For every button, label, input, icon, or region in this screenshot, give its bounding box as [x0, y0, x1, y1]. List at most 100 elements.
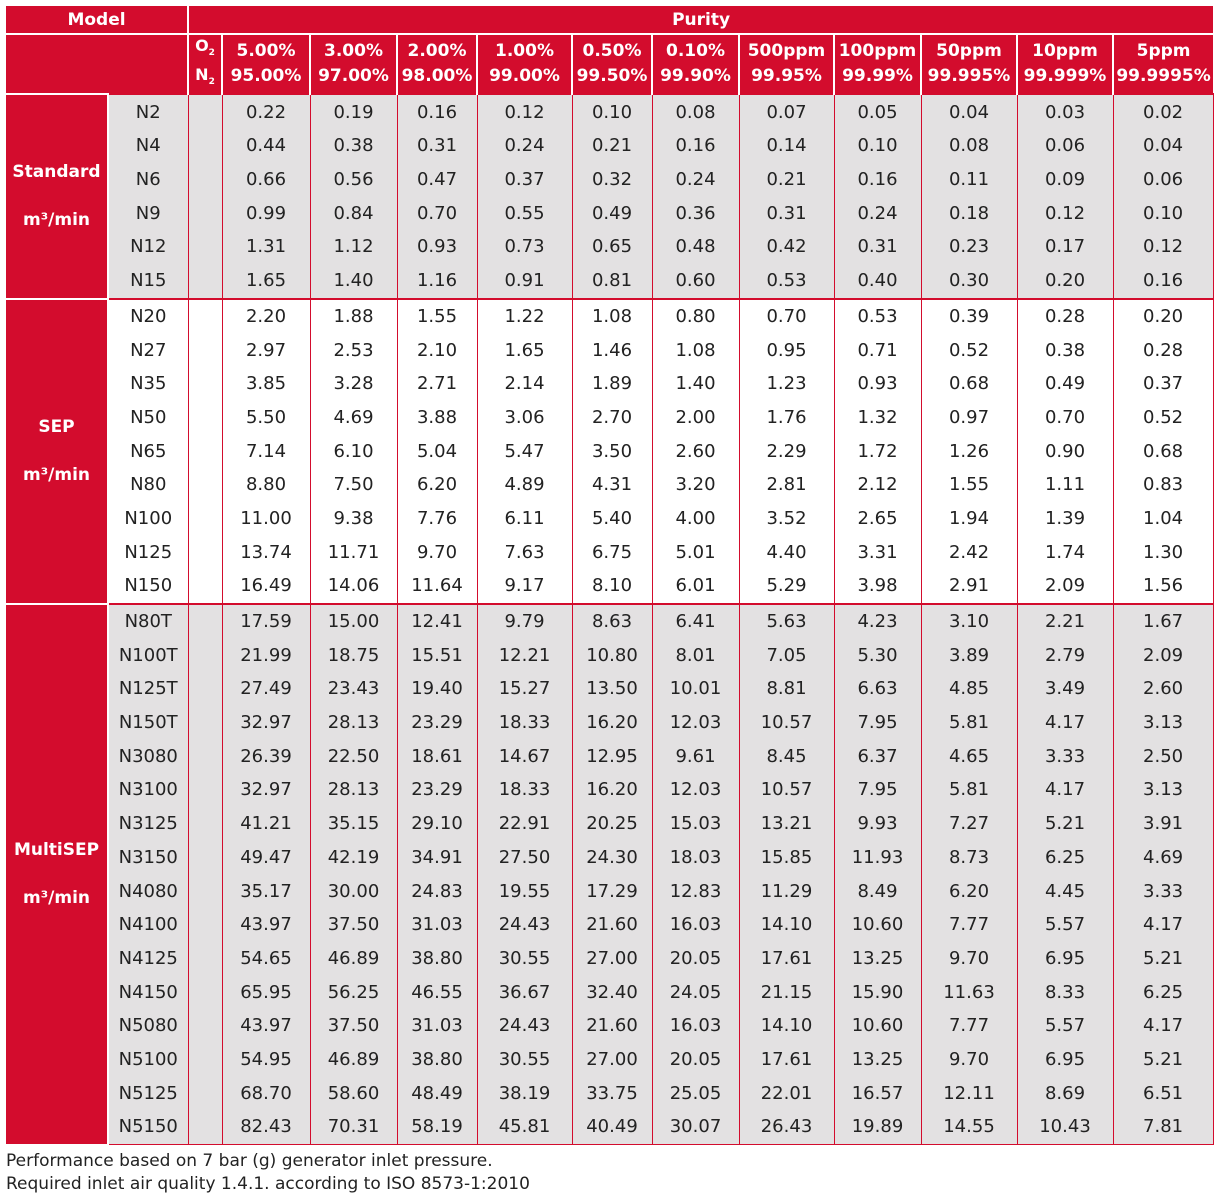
flow-value-cell: 2.21: [1017, 602, 1114, 639]
flow-value-cell: 14.06: [310, 569, 398, 604]
flow-value-cell: 1.56: [1113, 569, 1214, 604]
flow-value-cell: 3.33: [1017, 739, 1114, 774]
group-unit: m³/min: [22, 888, 90, 909]
flow-value-cell: 4.85: [921, 672, 1018, 706]
flow-value-cell: 0.52: [1113, 400, 1214, 435]
flow-value-cell: 9.70: [921, 1042, 1018, 1077]
flow-value-cell: 5.50: [222, 400, 311, 435]
flow-value-cell: 0.83: [1113, 467, 1214, 502]
flow-value-cell: 46.89: [310, 1042, 398, 1077]
flow-value-cell: 16.03: [652, 1008, 740, 1043]
purity-column-header: 3.00% 97.00%: [310, 34, 398, 95]
table-row: N125T 27.49 23.43 19.40 15.27 13.50 10.01 8.81 6…: [6, 672, 1214, 706]
flow-value-cell: 5.63: [739, 602, 835, 639]
flow-value-cell: 4.17: [1113, 1008, 1214, 1043]
flow-value-cell: 0.44: [222, 129, 311, 163]
table-row: N4100 43.97 37.50 31.03 24.43 21.60 16.03 14.10…: [6, 907, 1214, 942]
flow-value-cell: 3.85: [222, 366, 311, 401]
flow-value-cell: 0.16: [834, 162, 922, 197]
flow-value-cell: 9.17: [477, 569, 573, 604]
flow-value-cell: 21.60: [572, 907, 653, 942]
o2-value: 2.00%: [407, 41, 467, 62]
flow-value-cell: 7.81: [1113, 1110, 1214, 1145]
flow-value-cell: 10.60: [834, 1008, 922, 1043]
flow-value-cell: 0.06: [1017, 129, 1114, 163]
flow-value-cell: 4.69: [1113, 840, 1214, 875]
flow-value-cell: 3.13: [1113, 705, 1214, 740]
flow-value-cell: 2.97: [222, 333, 311, 367]
table-row: N9 0.99 0.84 0.70 0.55 0.49 0.36 0.31 0.24 0.18 0.…: [6, 196, 1214, 231]
model-name: N80T: [108, 602, 189, 639]
o2-n2-label: O2 N2: [188, 34, 223, 95]
n2-value: 99.90%: [660, 66, 731, 87]
flow-value-cell: 13.25: [834, 1042, 922, 1077]
o2-n2-spacer-cell: [188, 333, 223, 367]
flow-value-cell: 12.95: [572, 739, 653, 774]
flow-value-cell: 0.20: [1017, 263, 1114, 299]
flow-value-cell: 0.06: [1113, 162, 1214, 197]
flow-value-cell: 0.90: [1017, 434, 1114, 468]
flow-value-cell: 26.39: [222, 739, 311, 774]
flow-value-cell: 4.17: [1017, 705, 1114, 740]
flow-value-cell: 8.33: [1017, 975, 1114, 1009]
flow-value-cell: 0.10: [834, 129, 922, 163]
flow-value-cell: 14.10: [739, 907, 835, 942]
model-name: N3125: [108, 806, 189, 841]
flow-value-cell: 0.21: [739, 162, 835, 197]
flow-value-cell: 0.02: [1113, 93, 1214, 130]
flow-value-cell: 0.08: [652, 93, 740, 130]
flow-value-cell: 2.12: [834, 467, 922, 502]
flow-value-cell: 8.63: [572, 602, 653, 639]
model-name: N2: [108, 93, 189, 130]
flow-value-cell: 0.31: [834, 230, 922, 264]
table-row: N50 5.50 4.69 3.88 3.06 2.70 2.00 1.76 1.32 0.97 0…: [6, 400, 1214, 435]
flow-value-cell: 1.46: [572, 333, 653, 367]
model-name: N50: [108, 400, 189, 435]
flow-value-cell: 0.21: [572, 129, 653, 163]
flow-value-cell: 38.19: [477, 1076, 573, 1110]
flow-value-cell: 6.63: [834, 672, 922, 706]
flow-value-cell: 3.89: [921, 638, 1018, 673]
flow-value-cell: 65.95: [222, 975, 311, 1009]
flow-value-cell: 10.43: [1017, 1110, 1114, 1145]
flow-value-cell: 0.31: [739, 196, 835, 231]
model-name: N3100: [108, 773, 189, 807]
n2-value: 99.995%: [927, 66, 1011, 87]
table-row: N5100 54.95 46.89 38.80 30.55 27.00 20.05 17.61…: [6, 1042, 1214, 1077]
flow-value-cell: 0.84: [310, 196, 398, 231]
flow-value-cell: 0.99: [222, 196, 311, 231]
flow-value-cell: 6.25: [1017, 840, 1114, 875]
flow-value-cell: 0.11: [921, 162, 1018, 197]
flow-value-cell: 1.08: [572, 297, 653, 334]
flow-value-cell: 8.45: [739, 739, 835, 774]
flow-value-cell: 15.85: [739, 840, 835, 875]
o2-value: 0.10%: [666, 41, 725, 62]
flow-value-cell: 0.52: [921, 333, 1018, 367]
flow-value-cell: 2.91: [921, 569, 1018, 604]
footnote-air-quality: Required inlet air quality 1.4.1. accord…: [6, 1174, 530, 1194]
o2-n2-spacer-cell: [188, 672, 223, 706]
o2-n2-spacer-cell: [188, 1008, 223, 1043]
flow-value-cell: 12.83: [652, 874, 740, 908]
flow-value-cell: 0.71: [834, 333, 922, 367]
flow-value-cell: 3.98: [834, 569, 922, 604]
flow-value-cell: 0.10: [1113, 196, 1214, 231]
o2-n2-spacer-cell: [188, 366, 223, 401]
table-row: N4080 35.17 30.00 24.83 19.55 17.29 12.83 11.29…: [6, 874, 1214, 908]
o2-value: 1.00%: [495, 41, 554, 62]
flow-value-cell: 4.00: [652, 501, 740, 536]
flow-value-cell: 35.15: [310, 806, 398, 841]
flow-value-cell: 27.00: [572, 941, 653, 976]
flow-value-cell: 2.50: [1113, 739, 1214, 774]
model-name: N4080: [108, 874, 189, 908]
flow-value-cell: 1.94: [921, 501, 1018, 536]
flow-value-cell: 5.81: [921, 705, 1018, 740]
flow-value-cell: 0.18: [921, 196, 1018, 231]
flow-value-cell: 5.21: [1017, 806, 1114, 841]
flow-value-cell: 17.29: [572, 874, 653, 908]
flow-value-cell: 4.89: [477, 467, 573, 502]
flow-value-cell: 16.49: [222, 569, 311, 604]
flow-value-cell: 23.29: [397, 705, 478, 740]
flow-value-cell: 0.93: [834, 366, 922, 401]
flow-value-cell: 0.48: [652, 230, 740, 264]
